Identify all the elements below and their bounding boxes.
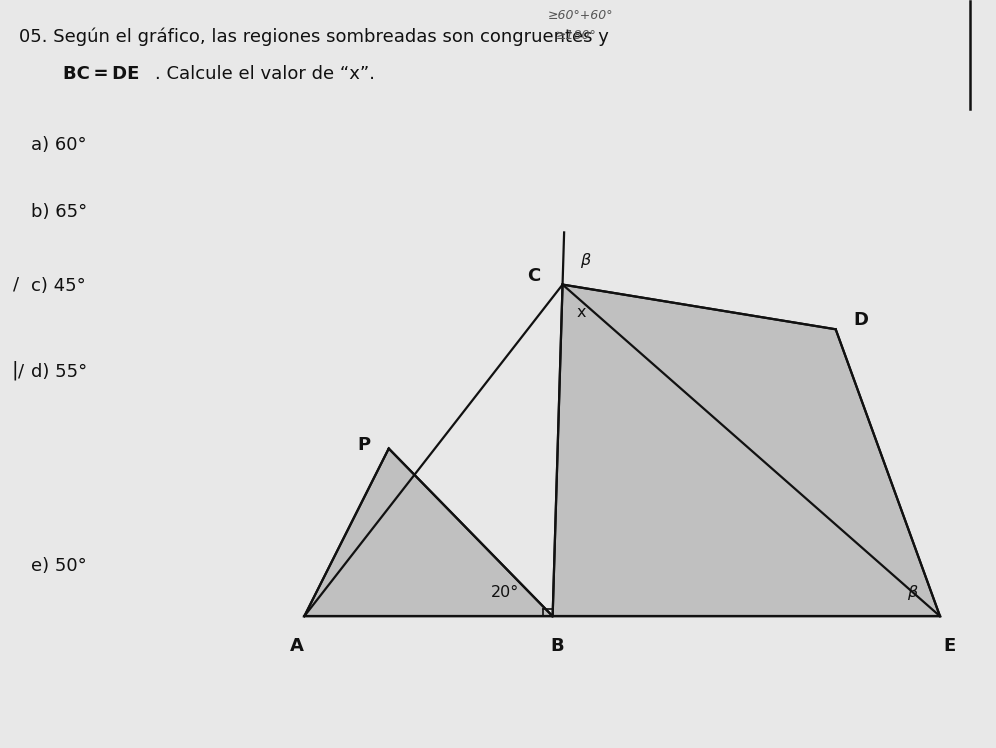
Text: d) 55°: d) 55° bbox=[31, 363, 88, 381]
Text: D: D bbox=[854, 311, 869, 329]
Text: P: P bbox=[358, 436, 371, 454]
Text: c) 45°: c) 45° bbox=[31, 277, 86, 295]
Text: β: β bbox=[907, 585, 917, 600]
Text: 05. Según el gráfico, las regiones sombreadas son congruentes y: 05. Según el gráfico, las regiones sombr… bbox=[19, 28, 610, 46]
Text: A: A bbox=[290, 637, 304, 655]
Text: . Calcule el valor de “x”.: . Calcule el valor de “x”. bbox=[155, 65, 375, 83]
Text: e) 50°: e) 50° bbox=[31, 557, 87, 574]
Text: a) 60°: a) 60° bbox=[31, 135, 87, 153]
Text: 20°: 20° bbox=[491, 585, 519, 600]
Polygon shape bbox=[553, 284, 940, 616]
Text: ≥60°+60°: ≥60°+60° bbox=[548, 9, 614, 22]
Text: C: C bbox=[528, 266, 541, 285]
Text: E: E bbox=[944, 637, 956, 655]
Text: β: β bbox=[581, 253, 591, 269]
Text: BC = DE: BC = DE bbox=[63, 65, 139, 83]
Text: |: | bbox=[11, 361, 18, 380]
Text: /: / bbox=[13, 275, 20, 294]
Text: /: / bbox=[18, 362, 24, 380]
Text: x: x bbox=[577, 305, 586, 320]
Polygon shape bbox=[305, 449, 553, 616]
Text: b) 65°: b) 65° bbox=[31, 203, 88, 221]
Text: B: B bbox=[551, 637, 565, 655]
Text: ≥180°: ≥180° bbox=[556, 29, 597, 42]
